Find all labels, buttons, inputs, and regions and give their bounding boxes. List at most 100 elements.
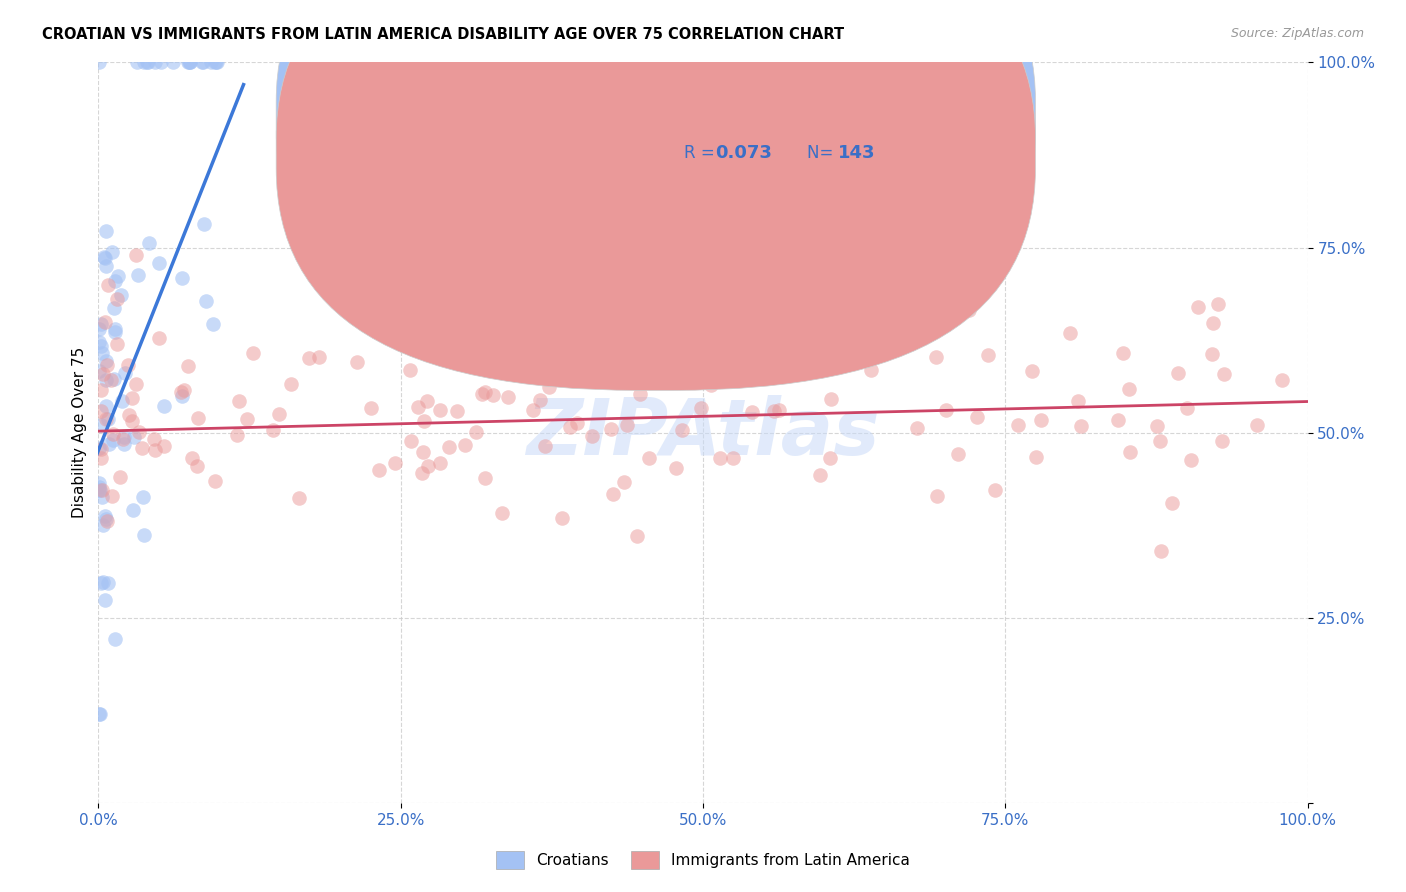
Point xyxy=(117,358,139,372)
Point xyxy=(138,235,160,250)
Point xyxy=(638,450,661,465)
Point xyxy=(946,447,969,461)
Point xyxy=(90,339,112,353)
Point xyxy=(1070,418,1092,433)
Point xyxy=(1201,347,1223,361)
Point xyxy=(87,322,110,336)
Point xyxy=(89,483,111,497)
Point xyxy=(1107,413,1129,427)
Point xyxy=(89,706,111,721)
Point xyxy=(626,528,648,542)
Point xyxy=(1007,418,1029,433)
Point xyxy=(1175,401,1198,415)
Point xyxy=(665,461,688,475)
Point xyxy=(1149,434,1171,448)
Point xyxy=(1246,417,1268,432)
Point xyxy=(429,402,451,417)
Point xyxy=(91,367,114,381)
Point xyxy=(242,346,264,360)
Point xyxy=(87,364,110,378)
Point xyxy=(100,373,122,387)
Point xyxy=(1150,544,1173,558)
Point xyxy=(108,470,131,484)
Point xyxy=(1059,326,1081,340)
Point xyxy=(118,408,141,422)
Point xyxy=(127,55,149,70)
Point xyxy=(464,425,486,439)
Point xyxy=(820,392,842,407)
FancyBboxPatch shape xyxy=(276,0,1035,391)
Point xyxy=(413,414,436,428)
Point xyxy=(90,383,112,397)
Point xyxy=(94,592,117,607)
Point xyxy=(399,434,422,448)
Point xyxy=(87,334,110,349)
Text: Source: ZipAtlas.com: Source: ZipAtlas.com xyxy=(1230,27,1364,40)
Text: ZIPAtlas: ZIPAtlas xyxy=(526,394,880,471)
Point xyxy=(143,55,166,70)
Point xyxy=(94,251,117,265)
Text: CROATIAN VS IMMIGRANTS FROM LATIN AMERICA DISABILITY AGE OVER 75 CORRELATION CHA: CROATIAN VS IMMIGRANTS FROM LATIN AMERIC… xyxy=(42,27,845,42)
Point xyxy=(1213,368,1236,382)
Text: R =: R = xyxy=(683,144,720,161)
Point xyxy=(89,483,111,497)
Point xyxy=(474,471,496,485)
Point xyxy=(97,412,120,426)
Point xyxy=(205,55,228,70)
Point xyxy=(193,217,215,231)
Point xyxy=(202,318,225,332)
Point xyxy=(112,433,135,447)
Point xyxy=(195,294,218,309)
Point xyxy=(148,256,170,270)
Point xyxy=(411,466,433,480)
Point xyxy=(1202,317,1225,331)
Point xyxy=(90,346,112,360)
Point xyxy=(429,456,451,470)
Point xyxy=(474,384,496,399)
Point xyxy=(96,514,118,528)
Point xyxy=(602,487,624,501)
Point xyxy=(567,416,589,430)
Point xyxy=(852,352,875,367)
Point xyxy=(177,55,200,70)
Point xyxy=(98,436,121,450)
Point xyxy=(1118,383,1140,397)
Point xyxy=(1025,450,1047,464)
Text: 76: 76 xyxy=(838,107,863,125)
Point xyxy=(127,268,149,282)
Point xyxy=(709,450,731,465)
Point xyxy=(957,303,980,318)
Point xyxy=(90,576,112,591)
Point xyxy=(690,401,713,416)
Point xyxy=(131,490,153,504)
Point xyxy=(496,390,519,404)
Point xyxy=(169,385,191,400)
Point xyxy=(153,399,176,413)
Point xyxy=(110,393,132,408)
Point xyxy=(132,528,155,542)
Point xyxy=(91,518,114,533)
Point xyxy=(128,425,150,439)
Text: R =: R = xyxy=(683,107,720,125)
Text: 0.073: 0.073 xyxy=(716,144,772,161)
Point xyxy=(236,412,259,426)
Point xyxy=(100,489,122,503)
Point xyxy=(94,512,117,526)
Point xyxy=(132,55,155,70)
Point xyxy=(204,55,226,70)
Point xyxy=(90,450,112,465)
Legend: Croatians, Immigrants from Latin America: Croatians, Immigrants from Latin America xyxy=(496,851,910,869)
Point xyxy=(522,402,544,417)
Point xyxy=(94,314,117,328)
Point xyxy=(1161,495,1184,509)
Point xyxy=(153,439,176,453)
Point xyxy=(346,355,368,369)
Point xyxy=(1112,346,1135,360)
Point xyxy=(93,250,115,264)
Point xyxy=(606,357,628,371)
Point xyxy=(93,508,115,523)
Point xyxy=(107,268,129,283)
Point xyxy=(181,451,204,466)
Point xyxy=(96,359,118,373)
Point xyxy=(437,440,460,454)
